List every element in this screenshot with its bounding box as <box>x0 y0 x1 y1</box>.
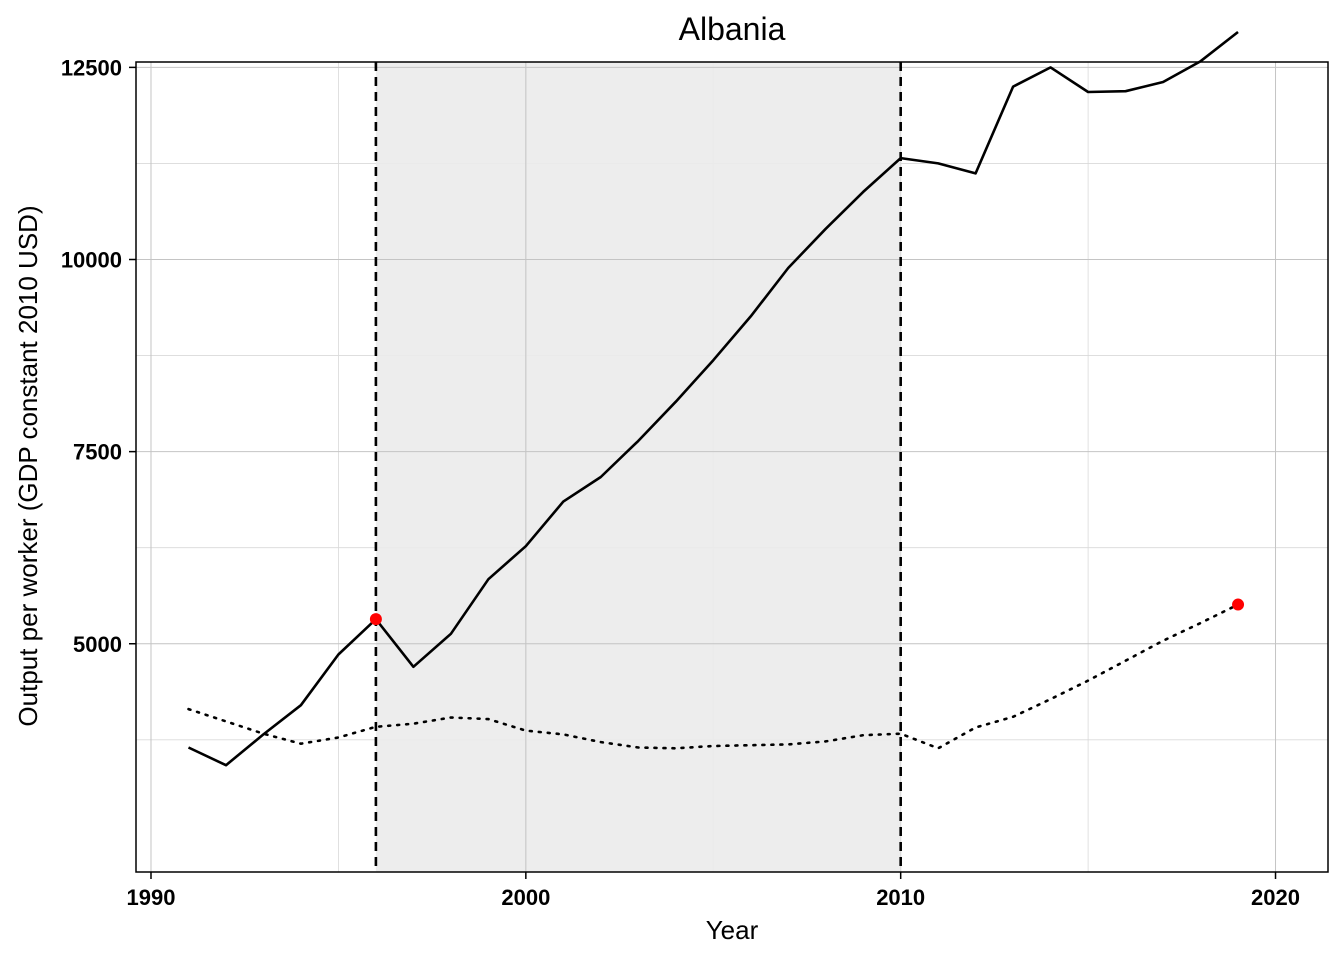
x-tick-label: 2000 <box>501 885 550 910</box>
y-tick-label: 5000 <box>73 632 122 657</box>
plot-border <box>135 61 1329 873</box>
x-tick-label: 2020 <box>1251 885 1300 910</box>
highlight-point <box>1232 598 1245 611</box>
shaded-region <box>375 62 901 872</box>
y-tick-label: 12500 <box>61 55 122 80</box>
y-axis-title: Output per worker (GDP constant 2010 USD… <box>13 205 43 726</box>
chart-title: Albania <box>679 11 786 47</box>
shaded-period <box>375 62 901 872</box>
plot-frame <box>135 61 1329 873</box>
x-axis-ticks: 1990 2000 2010 2020 <box>127 872 1300 910</box>
solid-series-line <box>187 30 1239 767</box>
dotted-series-line <box>187 603 1240 750</box>
y-axis-ticks: 5000 7500 10000 12500 <box>61 55 136 657</box>
x-axis-title: Year <box>706 915 759 945</box>
y-tick-label: 10000 <box>61 248 122 273</box>
highlight-point <box>369 613 382 626</box>
highlight-points <box>369 598 1245 626</box>
vertical-reference-lines <box>374 62 902 872</box>
x-tick-label: 1990 <box>127 885 176 910</box>
y-tick-label: 7500 <box>73 440 122 465</box>
x-tick-label: 2010 <box>876 885 925 910</box>
series-lines <box>187 30 1240 767</box>
